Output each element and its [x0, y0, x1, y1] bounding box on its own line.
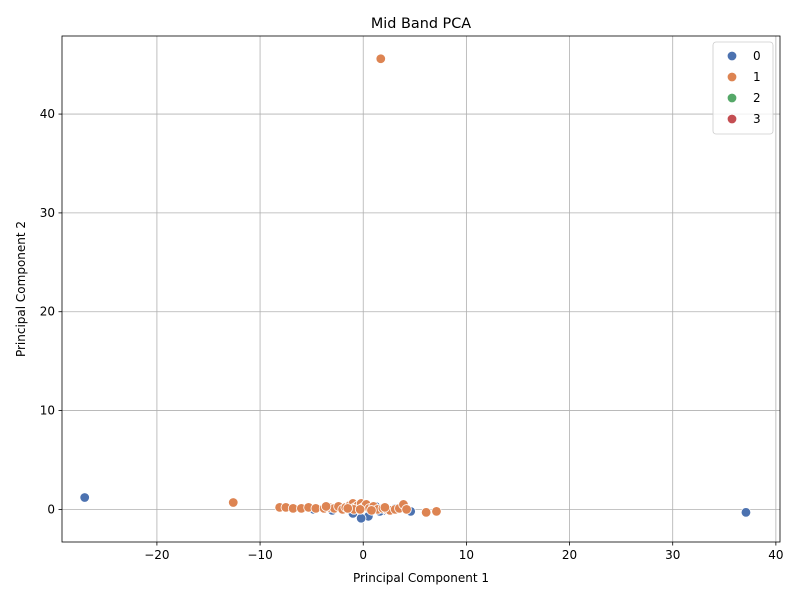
legend-marker — [726, 113, 738, 125]
x-axis-label: Principal Component 1 — [353, 571, 489, 585]
legend-box — [712, 41, 774, 135]
plot-frame — [61, 35, 781, 543]
legend-label: 1 — [753, 70, 761, 84]
legend-label: 2 — [753, 91, 761, 105]
x-tick-label: 10 — [459, 548, 474, 562]
y-axis-label: Principal Component 2 — [14, 221, 28, 357]
grid-lines — [62, 36, 780, 542]
legend-marker — [726, 71, 738, 83]
data-point-series-1 — [375, 53, 386, 64]
data-point-series-0 — [79, 492, 90, 503]
axis-ticks: −20 −10 0 10 20 30 40 0 10 20 30 40 — [40, 107, 784, 562]
x-tick-label: 30 — [665, 548, 680, 562]
data-point-series-1 — [342, 503, 353, 514]
x-tick-label: −10 — [247, 548, 272, 562]
legend-marker — [726, 92, 738, 104]
data-point-series-1 — [354, 504, 366, 515]
y-tick-label: 30 — [40, 206, 55, 220]
legend-label: 3 — [753, 112, 761, 126]
y-tick-label: 0 — [47, 502, 55, 516]
y-tick-label: 40 — [40, 107, 55, 121]
data-point-series-1 — [431, 506, 442, 517]
data-point-series-0 — [740, 507, 752, 518]
x-tick-label: 0 — [359, 548, 367, 562]
data-point-series-1 — [366, 505, 377, 516]
data-point-series-1 — [401, 504, 412, 515]
chart-title: Mid Band PCA — [371, 16, 471, 32]
legend: 0 1 2 3 — [712, 41, 774, 135]
x-tick-label: 40 — [768, 548, 783, 562]
data-point-series-1 — [420, 507, 432, 518]
legend-marker — [726, 50, 738, 62]
data-points — [79, 53, 752, 524]
data-point-series-1 — [320, 501, 332, 512]
data-point-series-1 — [228, 497, 239, 508]
y-tick-label: 20 — [40, 305, 55, 319]
x-tick-label: 20 — [562, 548, 577, 562]
legend-label: 0 — [753, 49, 761, 63]
x-tick-label: −20 — [144, 548, 169, 562]
y-tick-label: 10 — [40, 404, 55, 418]
data-point-series-1 — [379, 502, 391, 513]
